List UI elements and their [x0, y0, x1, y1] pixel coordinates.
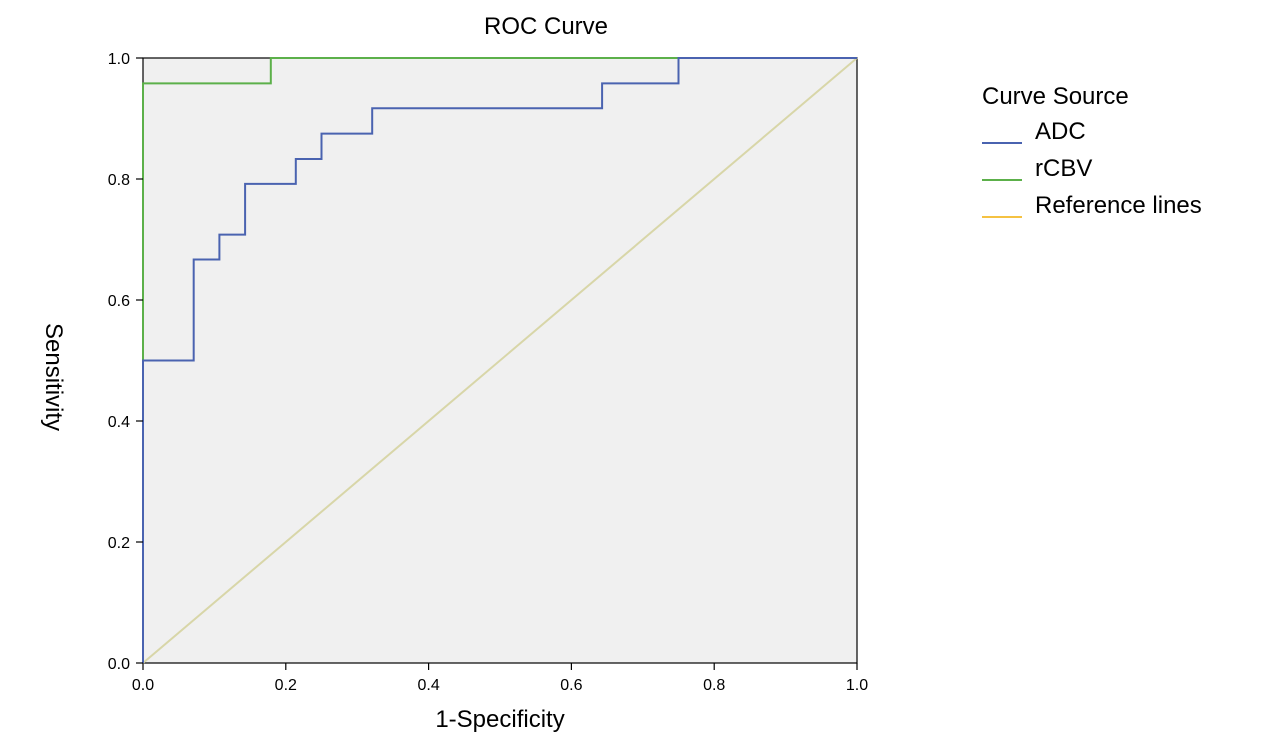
series-line-adc — [142, 57, 857, 663]
y-axis-title: Sensitivity — [40, 323, 67, 431]
x-tick-label: 0.6 — [560, 677, 582, 694]
x-tick-label: 0.2 — [275, 677, 297, 694]
chart-title: ROC Curve — [484, 13, 608, 40]
series-layer — [142, 57, 858, 664]
legend-label-reference-lines: Reference lines — [1035, 192, 1202, 219]
y-tick-label: 0.2 — [108, 535, 130, 552]
legend-label-rcbv: rCBV — [1035, 155, 1092, 182]
x-tick-label: 0.4 — [417, 677, 439, 694]
series-line-rcbv — [142, 57, 857, 663]
legend-label-adc: ADC — [1035, 118, 1086, 145]
y-tick-label: 0.4 — [108, 414, 130, 431]
x-tick-label: 0.0 — [132, 677, 154, 694]
y-tick-label: 0.8 — [108, 172, 130, 189]
series-line-reference-lines — [142, 57, 858, 664]
y-tick-label: 0.6 — [108, 293, 130, 310]
x-tick-label: 0.8 — [703, 677, 725, 694]
y-tick-label: 0.0 — [108, 656, 130, 673]
legend: Curve Source ADC rCBV Reference lines — [982, 83, 1202, 219]
y-tick-label: 1.0 — [108, 51, 130, 68]
x-tick-label: 1.0 — [846, 677, 868, 694]
x-axis-title: 1-Specificity — [435, 706, 564, 733]
legend-title: Curve Source — [982, 83, 1129, 110]
legend-items: ADC rCBV Reference lines — [982, 118, 1202, 219]
axes: 0.0 0.2 0.4 0.6 0.8 1.0 0.0 0.2 0.4 0.6 0.8 1.0 — [108, 51, 868, 694]
